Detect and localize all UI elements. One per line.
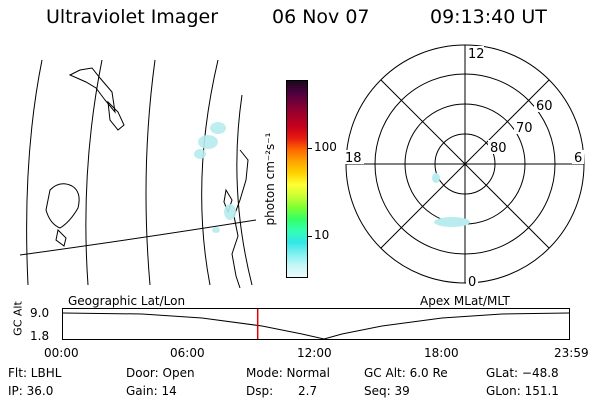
mlt-label-right: 6 xyxy=(574,151,582,166)
polar-plot: 12 18 6 0 60 70 80 xyxy=(344,44,585,290)
lat-label: 80 xyxy=(490,141,507,156)
emission-patch xyxy=(212,227,220,233)
lat-label: 60 xyxy=(536,99,553,114)
colorbar-tick-mark xyxy=(307,148,312,149)
colorbar-tick-mark xyxy=(307,236,312,237)
map-caption: Geographic Lat/Lon xyxy=(68,294,186,308)
emission-patch xyxy=(198,135,218,149)
gc-alt-status: GC Alt: 6.0 Re xyxy=(364,366,448,380)
colorbar-unit-label: photon cm⁻²s⁻¹ xyxy=(263,132,277,226)
geographic-map xyxy=(20,59,257,289)
alt-x-tick: 23:59 xyxy=(554,346,589,360)
emission-patch xyxy=(434,217,470,227)
alt-axis-label: GC Alt xyxy=(11,301,25,336)
coastline xyxy=(55,228,67,247)
alt-x-tick: 06:00 xyxy=(170,346,205,360)
emission-patch xyxy=(432,173,440,183)
alt-y-tick: 1.8 xyxy=(30,329,50,343)
emission-patch xyxy=(210,122,226,134)
date-label: 06 Nov 07 xyxy=(272,6,370,28)
coastline xyxy=(45,183,80,229)
emission-patch xyxy=(224,204,236,220)
latitude-line xyxy=(20,219,257,256)
altitude-curve xyxy=(62,312,570,340)
alt-x-tick: 00:00 xyxy=(44,346,79,360)
colorbar-tick-label: 100 xyxy=(314,140,337,154)
mlt-label-left: 18 xyxy=(345,151,362,166)
gain-status: Gain: 14 xyxy=(126,384,177,398)
mlt-label-top: 12 xyxy=(468,47,485,62)
filter-status: Flt: LBHL xyxy=(8,366,62,380)
colorbar-gradient xyxy=(287,81,307,277)
polar-caption: Apex MLat/MLT xyxy=(420,294,510,308)
emission-patch xyxy=(194,149,206,159)
alt-y-tick: 9.0 xyxy=(30,306,50,320)
instrument-title: Ultraviolet Imager xyxy=(46,6,219,28)
longitude-line xyxy=(145,59,156,286)
coastline xyxy=(68,67,116,114)
dsp-value: 2.7 xyxy=(298,384,318,398)
longitude-line xyxy=(201,59,219,286)
colorbar xyxy=(286,80,308,278)
lat-label: 70 xyxy=(516,121,533,136)
dsp-label: Dsp: xyxy=(246,384,274,398)
time-label: 09:13:40 UT xyxy=(430,6,547,28)
coastline xyxy=(107,100,125,131)
alt-x-tick: 12:00 xyxy=(297,346,332,360)
colorbar-tick-label: 10 xyxy=(314,228,330,242)
seq-status: Seq: 39 xyxy=(364,384,410,398)
mode-status: Mode: Normal xyxy=(246,366,330,380)
glat-status: GLat: −48.8 xyxy=(486,366,559,380)
mlt-label-bottom: 0 xyxy=(468,275,476,290)
altitude-plot xyxy=(62,308,570,340)
glon-status: GLon: 151.1 xyxy=(486,384,559,398)
longitude-line xyxy=(236,94,253,286)
longitude-line xyxy=(85,59,103,286)
altitude-plot-frame xyxy=(62,308,570,340)
door-status: Door: Open xyxy=(126,366,195,380)
polar-diagonal xyxy=(380,79,550,249)
alt-x-tick: 18:00 xyxy=(424,346,459,360)
ip-status: IP: 36.0 xyxy=(8,384,54,398)
longitude-line xyxy=(26,59,43,286)
